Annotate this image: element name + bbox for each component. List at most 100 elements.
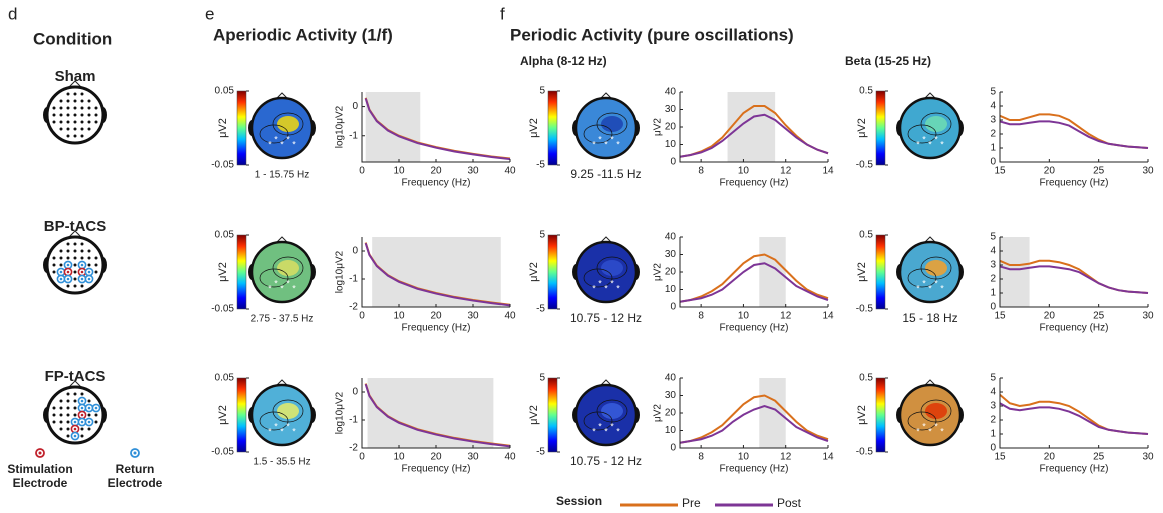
electrode <box>80 99 84 103</box>
head-outline <box>68 230 82 238</box>
x-tick-label: 30 <box>467 452 479 463</box>
topo-contour <box>272 112 304 136</box>
electrode <box>80 92 84 96</box>
electrode <box>94 120 98 124</box>
electrode-key <box>38 451 42 455</box>
y-tick-label: -1 <box>349 130 358 141</box>
electrode <box>87 427 91 431</box>
topo-star: * <box>616 426 620 436</box>
x-tick-label: 14 <box>822 452 834 463</box>
topo-blob <box>601 403 623 419</box>
electrode <box>87 120 91 124</box>
colorbar-tick-label: -5 <box>536 447 545 458</box>
topo-star: * <box>928 139 932 149</box>
condition-label: FP-tACS <box>45 368 106 385</box>
colorbar-tick-label: -0.05 <box>211 304 234 315</box>
y-tick-label: 4 <box>990 387 996 398</box>
series-line <box>679 262 829 303</box>
electrode <box>52 270 56 274</box>
x-tick-label: 15 <box>994 311 1006 322</box>
legend-label: Post <box>777 496 802 510</box>
topo-star: * <box>274 278 278 288</box>
x-tick-label: 12 <box>780 311 792 322</box>
colorbar <box>547 234 558 310</box>
y-tick-label: -2 <box>349 443 358 454</box>
electrode <box>59 270 63 274</box>
topo-contour <box>583 124 613 144</box>
head-outline <box>68 80 82 88</box>
electrode-key <box>133 451 137 455</box>
series-line <box>364 242 511 307</box>
electrode <box>66 249 70 253</box>
colorbar <box>875 234 886 310</box>
electrode <box>94 406 98 410</box>
x-axis-label: Frequency (Hz) <box>1040 464 1109 475</box>
y-tick-label: 0 <box>990 302 996 313</box>
electrode <box>80 263 84 267</box>
colorbar <box>547 377 558 453</box>
electrode <box>73 399 77 403</box>
electrode <box>80 392 84 396</box>
electrode <box>73 127 77 131</box>
topo-star: * <box>934 421 938 431</box>
electrode <box>94 113 98 117</box>
electrode <box>94 106 98 110</box>
y-tick-label: 3 <box>990 401 996 412</box>
electrode <box>73 427 77 431</box>
y-tick-label: -1 <box>349 274 358 285</box>
condition-label: Sham <box>55 68 96 85</box>
topo-star: * <box>292 139 296 149</box>
electrode <box>66 284 70 288</box>
electrode <box>66 120 70 124</box>
topo-blob <box>277 116 299 132</box>
colorbar-label: μV2 <box>217 118 229 138</box>
electrode <box>80 434 84 438</box>
electrode <box>73 249 77 253</box>
axes <box>999 92 1148 163</box>
electrode <box>66 134 70 138</box>
x-tick-label: 0 <box>359 311 365 322</box>
colorbar-tick-label: 0.5 <box>859 373 873 384</box>
panel-letter: e <box>205 4 214 23</box>
y-tick-label: 20 <box>665 122 677 133</box>
y-axis-label: μV2 <box>653 404 664 422</box>
topo-nose <box>275 236 289 244</box>
x-tick-label: 30 <box>1142 452 1154 463</box>
y-tick-label: 1 <box>990 429 996 440</box>
electrode <box>87 113 91 117</box>
y-tick-label: 0 <box>990 443 996 454</box>
electrode <box>59 256 63 260</box>
topo-label: 1.5 - 35.5 Hz <box>253 457 310 468</box>
electrode <box>73 434 77 438</box>
topo-contour <box>596 399 628 423</box>
x-axis-label: Frequency (Hz) <box>720 323 789 334</box>
topo-star: * <box>286 134 290 144</box>
panel-letter: f <box>500 4 505 23</box>
electrode <box>73 277 77 281</box>
electrode <box>52 413 56 417</box>
electrode <box>66 113 70 117</box>
colorbar-tick-label: -0.5 <box>856 160 874 171</box>
electrode <box>80 106 84 110</box>
x-tick-label: 30 <box>467 311 479 322</box>
colorbar <box>236 234 247 310</box>
colorbar-tick-label: -5 <box>536 160 545 171</box>
topo-contour <box>583 411 613 431</box>
electrode <box>80 256 84 260</box>
electrode <box>80 413 84 417</box>
topo-star: * <box>916 139 920 149</box>
electrode <box>94 420 98 424</box>
x-axis-label: Frequency (Hz) <box>1040 323 1109 334</box>
topo-star: * <box>280 283 284 293</box>
x-axis-label: Frequency (Hz) <box>1040 178 1109 189</box>
topo-star: * <box>592 139 596 149</box>
series-line <box>999 265 1149 294</box>
electrode <box>94 413 98 417</box>
topo-nose <box>923 92 937 100</box>
electrode <box>66 256 70 260</box>
electrode <box>80 134 84 138</box>
topo-star: * <box>268 139 272 149</box>
electrode <box>52 120 56 124</box>
